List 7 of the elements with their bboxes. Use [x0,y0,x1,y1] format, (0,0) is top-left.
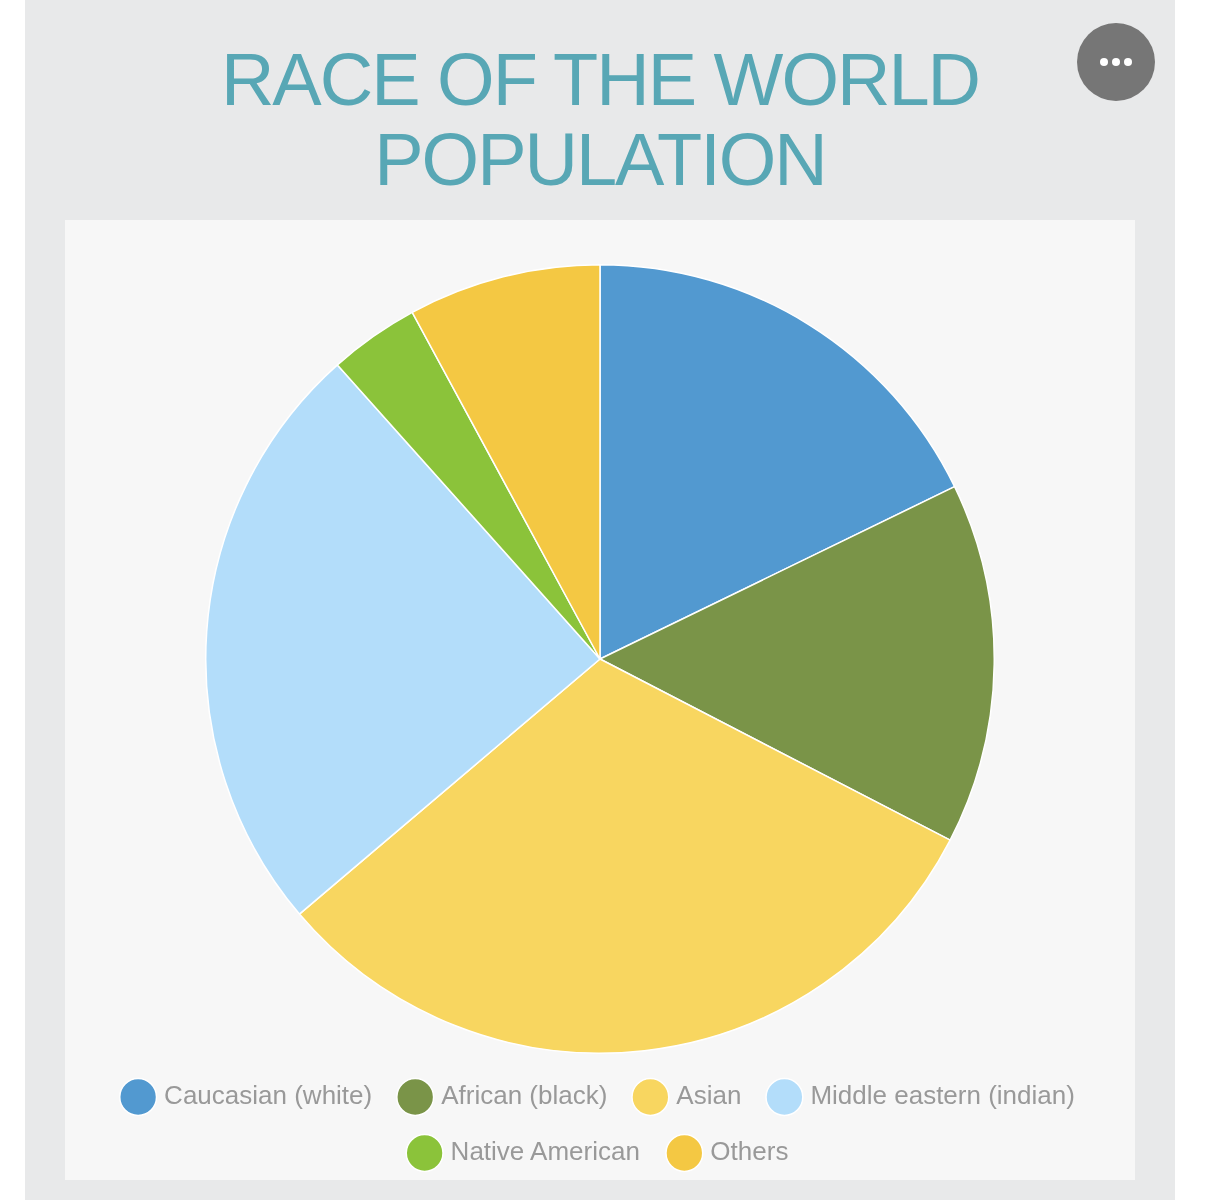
legend-label: Asian [676,1080,742,1111]
legend-label: Others [710,1136,789,1167]
legend-label: African (black) [441,1080,608,1111]
chart-title: RACE OF THE WORLD POPULATION [219,38,981,201]
legend-label: Caucasian (white) [164,1080,373,1111]
legend-label: Native American [450,1136,640,1167]
legend-label: Middle eastern (indian) [810,1080,1075,1111]
